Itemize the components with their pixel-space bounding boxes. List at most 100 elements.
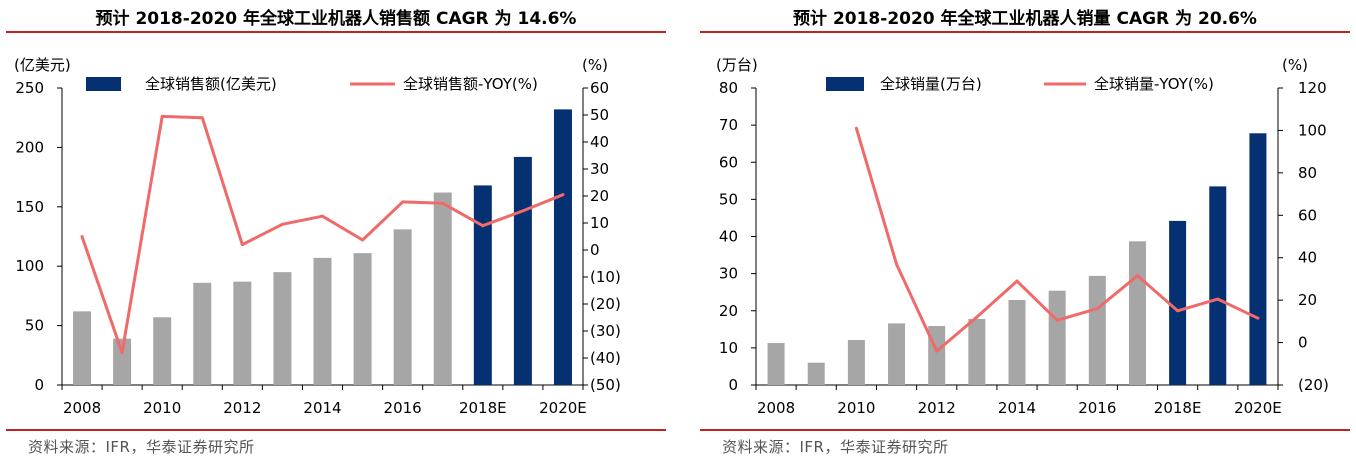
axes: 0 50 100 150 200 250 (50) (40) (30) (20) (10) 0 10 20… [14, 56, 621, 417]
bar [153, 317, 172, 385]
yoy-points [854, 126, 1260, 353]
x-tick-label: 2018E [1154, 399, 1202, 417]
bar-series [767, 133, 1267, 385]
yoy-point [975, 315, 979, 319]
bar [433, 192, 452, 385]
x-tick-label: 2012 [918, 399, 956, 417]
bar [353, 253, 372, 385]
bar [1048, 290, 1066, 385]
bar [393, 229, 412, 385]
legend: 全球销售额(亿美元) 全球销售额-YOY(%) [86, 75, 538, 93]
left-tick-label: 30 [719, 265, 738, 283]
legend-bar-label: 全球销售额(亿美元) [145, 75, 277, 93]
yoy-point [1256, 316, 1260, 320]
sales-chart: 0 50 100 150 200 250 (50) (40) (30) (20) (10) 0 10 20… [14, 56, 621, 417]
left-axis-unit: (万台) [716, 56, 758, 74]
yoy-point [561, 193, 565, 197]
bar-series [73, 109, 572, 385]
legend-bar-swatch [86, 77, 121, 91]
yoy-point [160, 114, 164, 118]
left-tick-label: 20 [719, 302, 738, 320]
yoy-point [200, 116, 204, 120]
x-tick-label: 2018E [459, 399, 507, 417]
yoy-point [401, 200, 405, 204]
bar [888, 323, 906, 385]
legend-line-label: 全球销量-YOY(%) [1094, 75, 1214, 93]
right-tick-label: 80 [1298, 164, 1317, 182]
bar [113, 338, 132, 385]
legend-line-label: 全球销售额-YOY(%) [403, 75, 538, 93]
right-tick-label: 10 [590, 214, 609, 232]
yoy-point [240, 243, 244, 247]
bar [1008, 299, 1026, 385]
chart-panel-volume: 预计 2018-2020 年全球工业机器人销量 CAGR 为 20.6% 0 10… [694, 0, 1356, 459]
right-tick-label: 30 [590, 160, 609, 178]
bar [1249, 133, 1267, 385]
x-tick-label: 2014 [998, 399, 1036, 417]
bar [73, 311, 92, 385]
x-tick-label: 2010 [143, 399, 181, 417]
axes: 0 10 20 30 40 50 60 70 80 (20) 0 20 40 60 80 100 120 2008… [716, 56, 1329, 417]
bar [847, 340, 865, 385]
right-tick-label: 0 [590, 241, 600, 259]
yoy-point [1216, 297, 1220, 301]
yoy-point [521, 209, 525, 213]
right-tick-label: 120 [1298, 79, 1327, 97]
left-tick-label: 50 [719, 190, 738, 208]
right-tick-label: 60 [590, 79, 609, 97]
left-tick-label: 100 [15, 257, 44, 275]
source-note: 资料来源：IFR，华泰证券研究所 [28, 438, 255, 456]
bar [1088, 275, 1106, 385]
title-divider [700, 31, 1350, 33]
yoy-point [1135, 274, 1139, 278]
left-tick-label: 0 [728, 376, 738, 394]
bar [767, 343, 785, 385]
yoy-points [80, 114, 565, 355]
yoy-point [1055, 318, 1059, 322]
yoy-point [441, 201, 445, 205]
yoy-point [280, 222, 284, 226]
yoy-point [361, 238, 365, 242]
right-tick-label: 100 [1298, 121, 1327, 139]
yoy-point [895, 262, 899, 266]
volume-chart: 0 10 20 30 40 50 60 70 80 (20) 0 20 40 60 80 100 120 2008… [716, 56, 1329, 417]
left-tick-label: 40 [719, 228, 738, 246]
yoy-point [120, 351, 124, 355]
bar [473, 185, 492, 385]
source-divider [6, 429, 666, 431]
x-tick-label: 2020E [1234, 399, 1282, 417]
right-tick-label: 0 [1298, 334, 1308, 352]
left-tick-label: 80 [719, 79, 738, 97]
bar [273, 272, 292, 385]
bar [193, 282, 212, 385]
right-axis-unit: (%) [1282, 56, 1308, 74]
right-tick-label: (40) [590, 349, 621, 367]
chart-title: 预计 2018-2020 年全球工业机器人销量 CAGR 为 20.6% [793, 9, 1257, 29]
bar [1128, 241, 1146, 385]
bar [233, 281, 252, 385]
right-tick-label: 50 [590, 106, 609, 124]
right-tick-label: (10) [590, 268, 621, 286]
bar [1209, 186, 1227, 385]
right-tick-label: 60 [1298, 206, 1317, 224]
legend: 全球销量(万台) 全球销量-YOY(%) [826, 75, 1214, 93]
x-tick-label: 2008 [757, 399, 795, 417]
bar [313, 257, 332, 385]
source-note: 资料来源：IFR，华泰证券研究所 [722, 438, 949, 456]
right-tick-label: (20) [590, 295, 621, 313]
right-tick-label: (50) [590, 376, 621, 394]
left-tick-label: 10 [719, 339, 738, 357]
left-tick-label: 250 [15, 79, 44, 97]
yoy-point [481, 224, 485, 228]
yoy-point [935, 349, 939, 353]
x-tick-label: 2010 [837, 399, 875, 417]
left-axis-unit: (亿美元) [14, 56, 71, 74]
left-tick-label: 150 [15, 198, 44, 216]
x-tick-label: 2016 [1078, 399, 1116, 417]
x-tick-label: 2014 [303, 399, 341, 417]
left-tick-label: 50 [25, 317, 44, 335]
chart-panel-sales: 预计 2018-2020 年全球工业机器人销售额 CAGR 为 14.6% 0 5… [0, 0, 672, 459]
yoy-point [321, 214, 324, 218]
yoy-point [1015, 279, 1019, 283]
bar [807, 362, 825, 385]
